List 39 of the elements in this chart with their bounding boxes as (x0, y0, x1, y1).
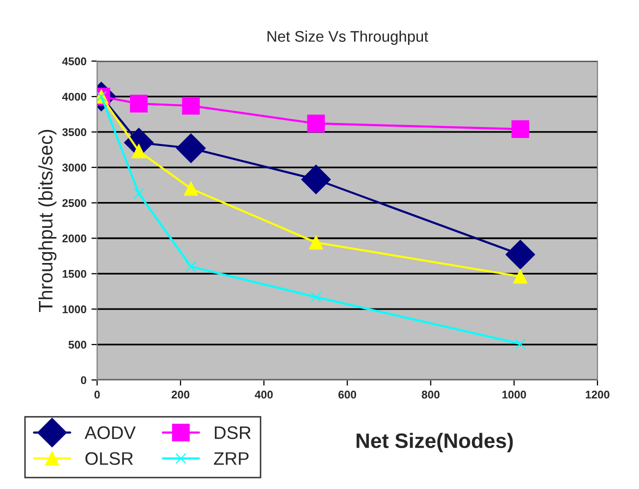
y-tick-label: 500 (68, 340, 86, 349)
point (186, 261, 196, 272)
y-tick-label: 1000 (62, 305, 86, 314)
point (184, 182, 198, 196)
y-tick-label: 4500 (62, 57, 86, 66)
y-tick-label: 0 (80, 376, 86, 384)
chart-title: Net Size Vs Throughput (268, 30, 428, 45)
y-tick-label: 4000 (62, 92, 86, 101)
x-tick-label: 0 (94, 390, 100, 399)
point (176, 134, 206, 164)
y-tick-label: 3000 (62, 164, 86, 172)
legend-label: ZRP (214, 452, 249, 465)
point (182, 96, 200, 115)
point (513, 269, 528, 284)
point (132, 144, 146, 158)
x-tick-label: 1200 (586, 390, 610, 399)
point (310, 292, 322, 302)
y-tick-label: 3500 (62, 128, 86, 136)
point (308, 235, 324, 250)
point (307, 114, 325, 132)
legend-label: AODV (84, 426, 136, 440)
x-tick-label: 200 (172, 390, 190, 399)
x-tick-label: 400 (254, 390, 273, 399)
x-tick-label: 1000 (502, 390, 526, 399)
x-axis-title: Net Size(Nodes) (356, 432, 513, 452)
legend-label: DSR (214, 426, 251, 440)
y-tick-label: 1500 (62, 270, 86, 278)
point (130, 94, 148, 112)
y-axis-title: Throughput (bits/sec) (38, 130, 56, 312)
point (514, 338, 526, 350)
point (511, 120, 530, 138)
x-tick-label: 800 (422, 390, 440, 399)
y-tick-label: 2000 (62, 234, 86, 242)
legend-label: OLSR (85, 452, 133, 465)
point (301, 164, 331, 194)
point (506, 240, 536, 270)
x-tick-label: 600 (338, 390, 356, 399)
y-tick-label: 2500 (62, 199, 86, 207)
point (133, 188, 144, 199)
